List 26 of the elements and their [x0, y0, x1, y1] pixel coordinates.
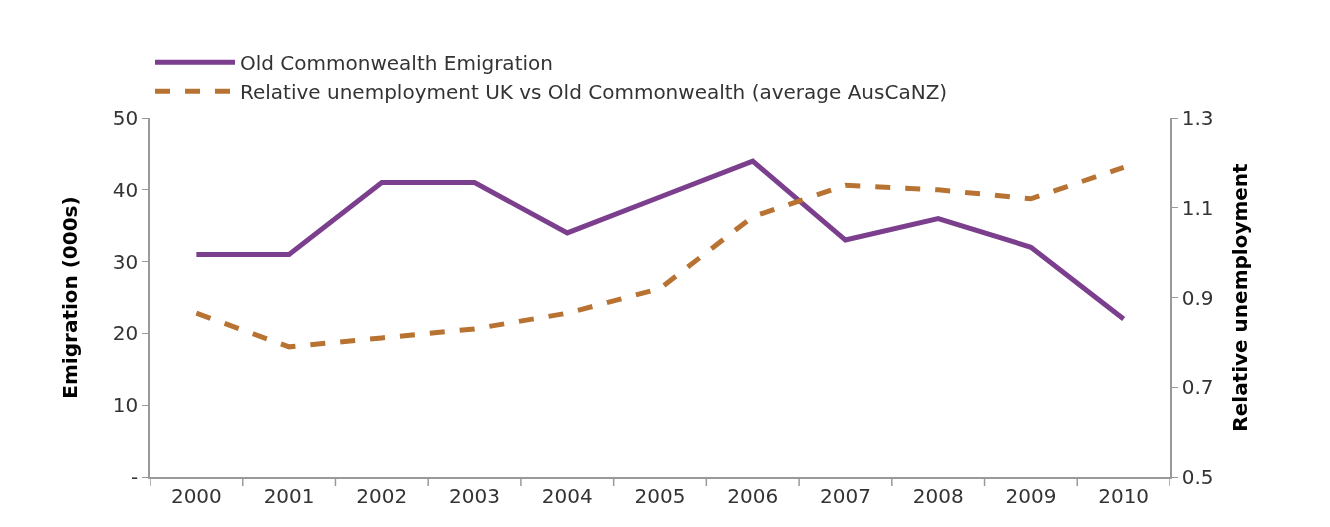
x-tick-label: 2006 [727, 483, 779, 508]
y-axis-title: Emigration (000s) [57, 196, 82, 399]
y-tick-label: 10 [112, 393, 139, 418]
y-tick-label: 20 [112, 321, 139, 346]
y-tick-label: - [131, 465, 139, 489]
x-tick-label: 2000 [170, 483, 222, 508]
y2-axis-title: Relative unemployment [1227, 162, 1252, 432]
x-tick-label: 2003 [449, 483, 500, 508]
legend-label: Relative unemployment UK vs Old Commonwealth (average AusCaNZ) [240, 80, 948, 105]
y2-tick-label: 0.9 [1181, 285, 1214, 310]
y2-tick-label: 1.1 [1181, 195, 1214, 220]
y-tick-label: 40 [112, 177, 139, 202]
x-tick-label: 2007 [820, 483, 871, 508]
x-tick-label: 2005 [634, 483, 686, 508]
x-tick-label: 2004 [541, 483, 593, 508]
x-tick-label: 2001 [263, 483, 315, 508]
x-tick-label: 2008 [912, 483, 964, 508]
legend-label: Old Commonwealth Emigration [240, 51, 553, 76]
y-tick-label: 50 [112, 106, 139, 130]
y-tick-label: 30 [112, 249, 139, 274]
x-tick-label: 2002 [356, 483, 408, 508]
x-tick-label: 2010 [1098, 483, 1150, 508]
y2-tick-label: 0.5 [1181, 465, 1214, 489]
y2-tick-label: 0.7 [1181, 375, 1214, 400]
y2-tick-label: 1.3 [1181, 106, 1214, 130]
x-tick-label: 2009 [1005, 483, 1057, 508]
